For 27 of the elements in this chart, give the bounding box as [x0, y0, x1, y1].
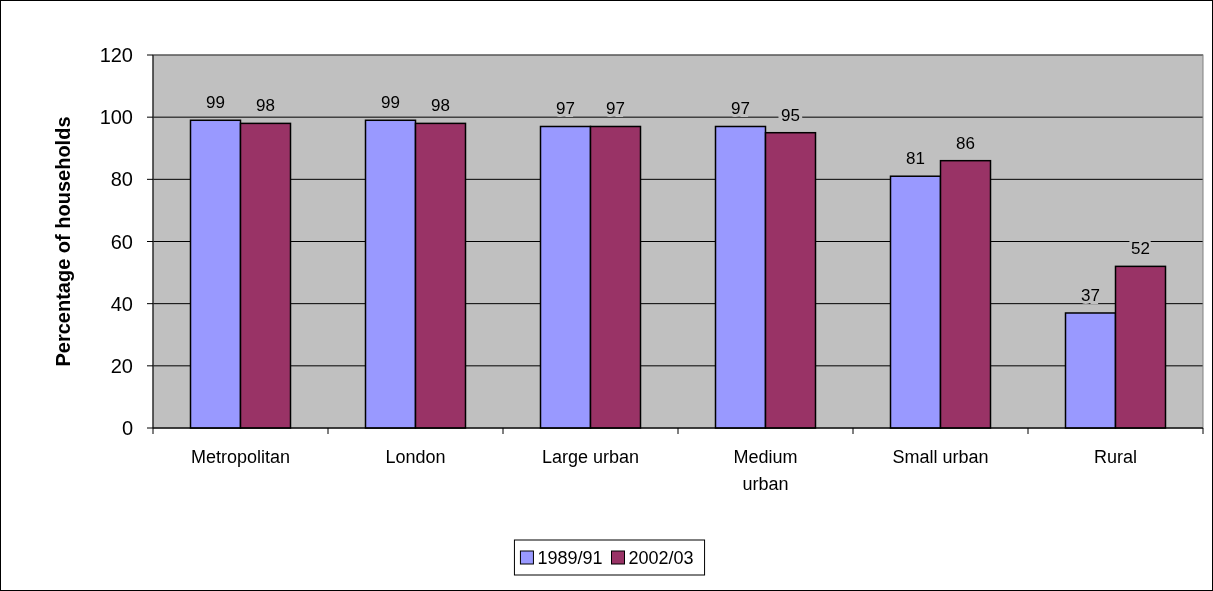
x-tick-label: Medium urban — [733, 447, 798, 494]
y-tick-label: 0 — [121, 417, 133, 439]
x-tick-label: Metropolitan — [190, 447, 291, 467]
data-label: 98 — [431, 96, 450, 116]
x-tick-label: Small urban — [892, 447, 989, 467]
data-label: 86 — [956, 133, 975, 153]
data-label: 97 — [606, 99, 625, 119]
data-label: 81 — [906, 149, 925, 169]
data-label: 97 — [556, 99, 575, 119]
data-label: 97 — [731, 99, 750, 119]
y-tick-label: 100 — [99, 106, 133, 129]
x-tick-label: Large urban — [541, 447, 640, 467]
y-tick-label: 20 — [110, 354, 133, 377]
y-tick-label: 120 — [99, 44, 133, 66]
data-label: 37 — [1081, 285, 1100, 305]
data-label: 98 — [256, 96, 275, 116]
y-axis-title: Percentage of households — [52, 116, 74, 367]
legend-label: 2002/03 — [628, 548, 694, 569]
legend-label: 1989/91 — [537, 548, 603, 569]
data-label: 52 — [1131, 239, 1150, 259]
y-tick-label: 40 — [110, 292, 133, 315]
data-label: 99 — [381, 93, 400, 113]
x-tick-label: Rural — [1093, 447, 1138, 467]
data-label: 99 — [206, 93, 225, 113]
x-tick-label: London — [385, 447, 446, 467]
y-tick-label: 80 — [110, 168, 133, 191]
y-tick-label: 60 — [110, 230, 133, 253]
